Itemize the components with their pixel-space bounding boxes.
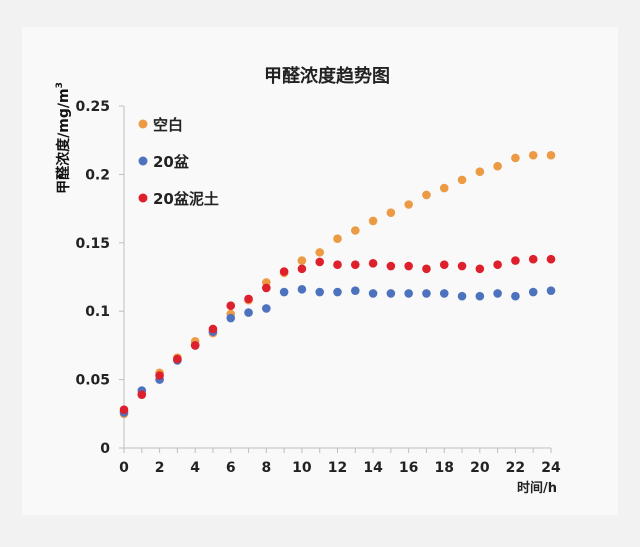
point-series-3: [386, 261, 396, 271]
x-tick-label: 22: [506, 460, 525, 476]
y-tick-label: 0: [100, 441, 110, 457]
point-series-2: [528, 287, 538, 297]
point-series-2: [244, 308, 253, 317]
x-tick-label: 8: [261, 460, 271, 476]
point-series-3: [475, 264, 485, 274]
point-series-1: [493, 161, 502, 171]
x-tick-label: 18: [435, 460, 454, 476]
x-tick-label: 12: [328, 460, 347, 476]
point-series-1: [297, 256, 307, 265]
point-series-2: [475, 291, 485, 301]
legend-marker: [138, 193, 148, 203]
point-series-3: [528, 254, 538, 264]
legend-label: 20盆: [153, 153, 190, 171]
x-tick-label: 6: [226, 460, 236, 476]
point-series-2: [511, 291, 520, 301]
point-series-3: [422, 264, 431, 274]
point-series-2: [422, 289, 431, 298]
point-series-1: [404, 200, 413, 209]
point-series-1: [386, 208, 396, 218]
x-tick-label: 4: [190, 460, 200, 476]
point-series-3: [190, 341, 200, 350]
legend-label: 空白: [153, 116, 183, 134]
point-series-3: [439, 260, 449, 269]
y-axis-title: 甲醛浓度/mg/m3: [55, 82, 72, 194]
chart-panel: [22, 27, 618, 515]
chart-title: 甲醛浓度趋势图: [264, 65, 390, 87]
point-series-3: [315, 257, 325, 267]
x-tick-label: 16: [399, 460, 418, 476]
point-series-3: [333, 260, 342, 269]
y-tick-label: 0.25: [75, 99, 110, 115]
y-axis-label: 甲醛浓度/mg/m3: [55, 82, 72, 194]
y-tick-label: 0.2: [85, 167, 110, 183]
x-tick-label: 20: [470, 460, 490, 476]
y-ticks: 0 0.05 0.1 0.15 0.2 0.25: [75, 99, 124, 457]
x-tick-label: 2: [155, 460, 165, 476]
point-series-1: [315, 248, 325, 257]
point-series-3: [119, 405, 129, 414]
point-series-3: [457, 261, 467, 271]
x-tick-label: 0: [119, 460, 129, 476]
point-series-1: [511, 153, 520, 163]
point-series-3: [546, 254, 556, 264]
x-tick-label: 24: [541, 460, 561, 476]
point-series-3: [173, 354, 182, 364]
point-series-3: [279, 267, 289, 276]
point-series-3: [137, 390, 147, 399]
point-series-3: [155, 371, 164, 380]
point-series-1: [439, 183, 449, 193]
point-series-3: [208, 324, 218, 334]
point-series-3: [226, 301, 236, 311]
point-series-2: [368, 289, 378, 298]
y-tick-label: 0.15: [75, 236, 110, 252]
point-series-3: [244, 294, 253, 304]
x-ticks: 0 2 4 6 8 10 12 14 16 18 20 22 24: [119, 448, 561, 476]
point-series-1: [457, 175, 467, 185]
point-series-2: [297, 285, 307, 294]
point-series-2: [350, 286, 360, 295]
point-series-2: [226, 313, 236, 323]
point-series-3: [262, 283, 271, 293]
point-series-3: [404, 261, 413, 271]
x-tick-label: 14: [363, 460, 383, 476]
x-axis-title: 时间/h: [517, 480, 557, 496]
point-series-3: [511, 256, 520, 265]
legend-marker: [138, 119, 148, 129]
point-series-1: [350, 226, 360, 235]
point-series-1: [333, 234, 342, 243]
legend-marker: [138, 156, 148, 166]
point-series-2: [439, 289, 449, 298]
point-series-2: [262, 304, 271, 313]
point-series-1: [528, 150, 538, 160]
legend-label: 20盆泥土: [153, 190, 219, 208]
data-points: [119, 150, 556, 419]
point-series-2: [493, 289, 502, 298]
point-series-2: [386, 289, 396, 298]
point-series-2: [333, 287, 342, 297]
legend: 空白 20盆 20盆泥土: [138, 116, 219, 208]
point-series-1: [422, 190, 431, 200]
point-series-3: [350, 260, 360, 269]
y-tick-label: 0.1: [85, 304, 110, 320]
point-series-2: [457, 291, 467, 301]
point-series-1: [475, 167, 485, 176]
point-series-2: [546, 286, 556, 295]
point-series-1: [546, 150, 556, 160]
point-series-3: [493, 260, 502, 269]
point-series-2: [404, 289, 413, 298]
point-series-3: [297, 264, 307, 274]
point-series-2: [279, 287, 289, 297]
y-tick-label: 0.05: [75, 373, 110, 389]
point-series-1: [368, 216, 378, 226]
point-series-2: [315, 287, 325, 297]
x-tick-label: 10: [292, 460, 312, 476]
point-series-3: [368, 259, 378, 268]
